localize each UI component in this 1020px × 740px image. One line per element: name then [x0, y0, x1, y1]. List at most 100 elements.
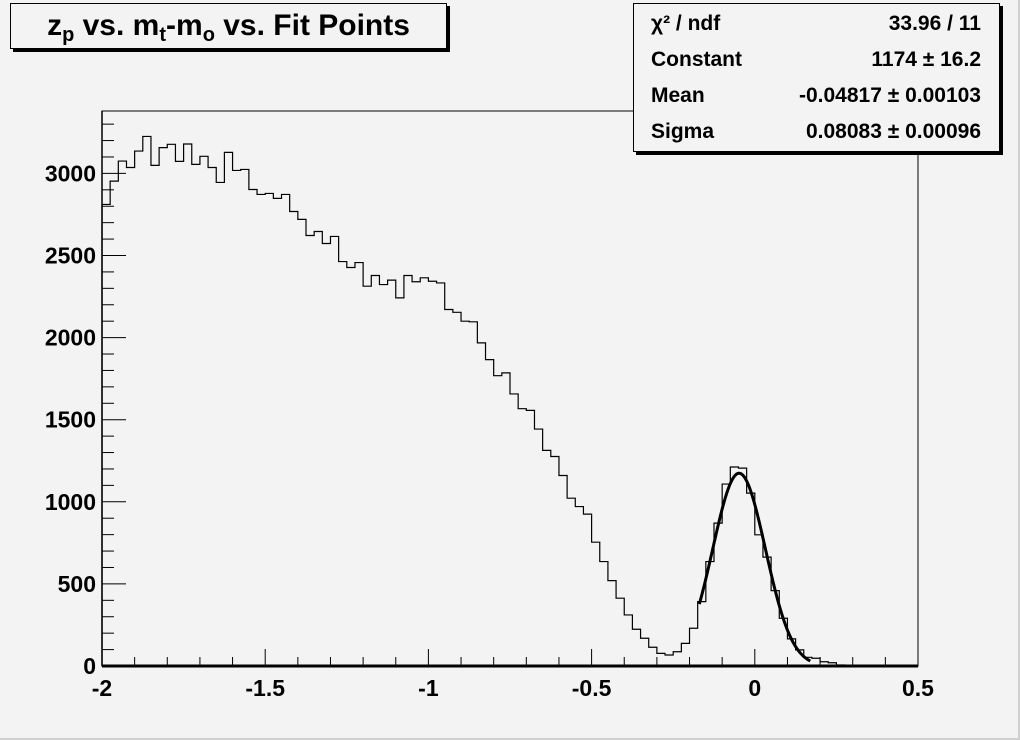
chart-title: zp vs. mt-mo vs. Fit Points [10, 3, 447, 49]
histogram-bin [379, 285, 387, 666]
histogram-bin [184, 144, 192, 666]
x-tick-label: -1.5 [245, 675, 285, 701]
histogram-bin [812, 658, 820, 666]
stat-mean: Mean -0.04817 ± 0.00103 [651, 84, 981, 107]
histogram-bin [502, 373, 510, 666]
y-tick-label: 1000 [45, 489, 96, 515]
histogram-bin [624, 615, 632, 666]
histogram-bin [306, 235, 314, 666]
histogram-bin [755, 535, 763, 666]
histogram-bin [641, 638, 649, 666]
histogram-bin [314, 232, 322, 666]
histogram-bin [257, 194, 265, 666]
histogram-bin [290, 211, 298, 666]
histogram-bin [339, 262, 347, 666]
histogram-bin [233, 170, 241, 666]
histogram-line [101, 135, 918, 667]
histogram-bin [347, 267, 355, 666]
histogram-bin [510, 394, 518, 666]
histogram-bin [526, 410, 534, 666]
histogram-bin [126, 167, 134, 666]
y-tick-label: 3000 [45, 160, 96, 186]
histogram-bin [534, 429, 542, 666]
histogram-bin [592, 542, 600, 666]
histogram-bin [151, 165, 159, 666]
histogram-bin [363, 286, 371, 666]
histogram-bin [461, 321, 469, 666]
histogram-bin [469, 322, 477, 666]
histogram-bin [167, 144, 175, 666]
histogram-bin [412, 282, 420, 666]
histogram-bin [559, 476, 567, 666]
histogram-bin [575, 507, 583, 666]
histogram-bin [143, 136, 151, 666]
histogram-bin [632, 629, 640, 666]
y-tick-label: 500 [58, 571, 96, 597]
histogram-bin [608, 581, 616, 666]
histogram-bin [649, 647, 657, 666]
histogram-bin [192, 164, 200, 666]
histogram-bin [690, 628, 698, 666]
histogram-bin [396, 298, 404, 666]
histogram-bin [437, 283, 445, 666]
histogram-bin [722, 484, 730, 666]
histogram-bin [322, 244, 330, 666]
x-tick-label: -1 [418, 675, 439, 701]
histogram-bin [698, 602, 706, 666]
histogram-bin [747, 493, 755, 666]
stat-chi2: χ² / ndf 33.96 / 11 [651, 12, 981, 35]
histogram-bin [673, 652, 681, 666]
histogram-bin [404, 276, 412, 666]
histogram-bin [657, 653, 665, 666]
y-tick-label: 0 [83, 653, 96, 679]
histogram-bin [135, 151, 143, 666]
histogram-bin [583, 514, 591, 666]
fit-stats-box: χ² / ndf 33.96 / 11 Constant 1174 ± 16.2 M… [633, 3, 1000, 152]
histogram-bin [494, 376, 502, 666]
x-tick-label: -0.5 [572, 675, 612, 701]
histogram-bin [102, 204, 110, 666]
histogram-bin [543, 450, 551, 666]
histogram-bin [273, 198, 281, 666]
x-tick-label: 0.5 [902, 675, 934, 701]
stat-sigma: Sigma 0.08083 ± 0.00096 [651, 120, 981, 143]
histogram-bin [282, 194, 290, 666]
x-tick-label: 0 [748, 675, 761, 701]
histogram-bin [486, 360, 494, 666]
histogram-bin [330, 236, 338, 666]
histogram-bin [445, 310, 453, 666]
histogram-bin [477, 343, 485, 666]
histogram-bin [681, 643, 689, 666]
histogram-bin [567, 498, 575, 666]
histogram-bin [518, 409, 526, 666]
y-tick-label: 2000 [45, 325, 96, 351]
histogram-bin [665, 655, 673, 666]
histogram-bin [208, 167, 216, 666]
stat-constant: Constant 1174 ± 16.2 [651, 48, 981, 71]
histogram-bin [241, 169, 249, 666]
histogram-bin [551, 456, 559, 666]
histogram-bin [175, 161, 183, 666]
histogram-bin [616, 598, 624, 666]
histogram-bin [159, 148, 167, 666]
histogram-bin [216, 182, 224, 666]
histogram-bin [371, 276, 379, 666]
histogram-bin [298, 219, 306, 666]
histogram-bin [200, 156, 208, 666]
gaussian-fit-curve [697, 471, 811, 663]
histogram-bin [820, 662, 828, 666]
histogram-bin [118, 161, 126, 666]
histogram-bin [600, 562, 608, 666]
y-tick-label: 2500 [45, 242, 96, 268]
x-tick-label: -2 [92, 675, 112, 701]
histogram-bin [420, 278, 428, 666]
histogram-bin [730, 467, 738, 666]
histogram-bin [453, 312, 461, 666]
y-tick-label: 1500 [45, 407, 96, 433]
histogram-bin [388, 280, 396, 666]
histogram-bin [110, 181, 118, 666]
histogram-bin [355, 263, 363, 666]
histogram-bin [265, 193, 273, 666]
histogram-bin [224, 152, 232, 666]
